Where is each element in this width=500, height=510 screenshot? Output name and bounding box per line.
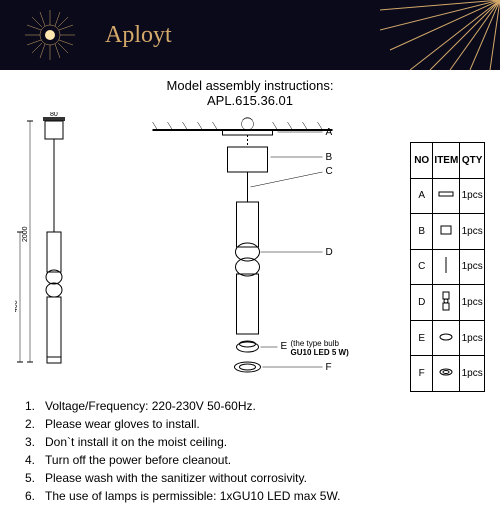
title-line2: APL.615.36.01	[0, 93, 500, 108]
svg-text:E: E	[281, 341, 288, 352]
svg-text:F: F	[326, 362, 332, 373]
svg-text:A: A	[326, 127, 333, 138]
parts-table: NOITEMQTY A1pcs B1pcs C1pcs D1pcs E1pcs …	[410, 142, 485, 392]
exploded-view: A B C D E (the type bulb GU10 LED 5 W)	[75, 112, 410, 392]
side-elevation: 2000 400 80	[15, 112, 75, 392]
svg-text:2000: 2000	[22, 226, 29, 242]
svg-text:(the type bulb: (the type bulb	[291, 339, 340, 348]
svg-text:D: D	[326, 247, 333, 258]
brand-name: Aployt	[105, 22, 172, 49]
svg-text:80: 80	[50, 112, 58, 118]
th-item: ITEM	[433, 143, 460, 179]
corner-rays	[380, 0, 500, 70]
title-block: Model assembly instructions: APL.615.36.…	[0, 78, 500, 108]
th-qty: QTY	[460, 143, 485, 179]
title-line1: Model assembly instructions:	[0, 78, 500, 93]
instruction-4: 4. Turn off the power before cleanout.	[25, 451, 475, 469]
instructions-list: 1. Voltage/Frequency: 220-230V 50-60Hz. …	[0, 392, 500, 510]
svg-text:400: 400	[15, 300, 19, 312]
instruction-6: 6. The use of lamps is permissible: 1xGU…	[25, 487, 475, 505]
svg-text:GU10 LED 5 W): GU10 LED 5 W)	[291, 348, 350, 357]
th-no: NO	[411, 143, 433, 179]
svg-text:B: B	[326, 152, 333, 163]
instruction-2: 2. Please wear gloves to install.	[25, 415, 475, 433]
instruction-5: 5. Please wash with the sanitizer withou…	[25, 469, 475, 487]
sunburst-logo	[25, 10, 75, 60]
instruction-1: 1. Voltage/Frequency: 220-230V 50-60Hz.	[25, 397, 475, 415]
diagram-area: 2000 400 80 A B	[0, 112, 500, 392]
brand-header: Aployt	[0, 0, 500, 70]
instruction-3: 3. Don`t install it on the moist ceiling…	[25, 433, 475, 451]
svg-text:C: C	[326, 166, 333, 177]
